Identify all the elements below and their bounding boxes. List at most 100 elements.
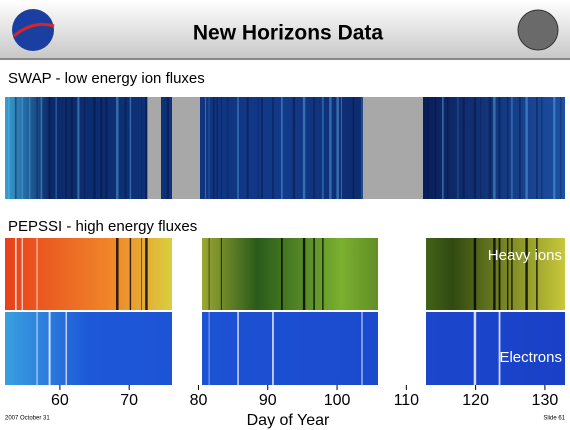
- heavy-stripe: [36, 238, 38, 310]
- heavy-stripe: [129, 238, 132, 310]
- swap-streak: [208, 97, 210, 199]
- data-gaps: [172, 238, 426, 385]
- swap-streak: [292, 97, 296, 199]
- swap-streak: [541, 97, 543, 199]
- swap-streak: [329, 97, 332, 199]
- mission-patch: [517, 9, 559, 51]
- x-tick-label: 70: [120, 392, 138, 409]
- heavy-stripe: [511, 238, 513, 310]
- x-tick-label: 100: [324, 392, 351, 409]
- swap-streak: [141, 97, 142, 199]
- spectrogram-stripes: [8, 97, 562, 385]
- electron-stripe: [361, 312, 363, 385]
- x-tick-label: 90: [259, 392, 277, 409]
- heavy-stripe: [281, 238, 283, 310]
- swap-streak: [205, 97, 207, 199]
- swap-streak: [124, 97, 127, 199]
- heavy-stripe: [208, 238, 210, 310]
- swap-streak: [281, 97, 283, 199]
- swap-streak: [100, 97, 103, 199]
- swap-streak: [84, 97, 86, 199]
- swap-streak: [220, 97, 222, 199]
- swap-streak: [116, 97, 119, 199]
- electron-stripe: [237, 312, 239, 385]
- swap-streak: [166, 97, 169, 199]
- swap-streak: [65, 97, 67, 199]
- track-label: Heavy ions: [488, 247, 562, 264]
- swap-streak: [105, 97, 108, 199]
- swap-streak: [507, 97, 509, 199]
- axis-label: Day of Year: [247, 412, 330, 429]
- heavy-stripe: [498, 238, 501, 310]
- heavy-stripe: [302, 238, 306, 310]
- swap-streak: [340, 97, 342, 199]
- electron-stripe: [65, 312, 67, 385]
- x-tick-label: 80: [190, 392, 208, 409]
- swap-streak: [457, 97, 459, 199]
- swap-streak: [518, 97, 521, 199]
- heavy-stripe: [14, 238, 17, 310]
- electron-spectrogram: [5, 312, 565, 385]
- swap-streak: [441, 97, 444, 199]
- swap-streak: [511, 97, 513, 199]
- swap-streak: [14, 97, 17, 199]
- swap-streak: [361, 97, 363, 199]
- swap-tick-row: [5, 199, 565, 207]
- footer-date: 2007 October 31: [5, 416, 50, 422]
- swap-streak: [313, 97, 315, 199]
- swap-streak: [29, 97, 31, 199]
- swap-streak: [40, 97, 43, 199]
- swap-streak: [560, 97, 562, 199]
- swap-streak: [8, 97, 10, 199]
- swap-streak: [145, 97, 148, 199]
- heavy-stripe: [145, 238, 148, 310]
- logo-swoosh: [13, 22, 55, 38]
- swap-streak: [260, 97, 263, 199]
- nasa-logo: [12, 9, 54, 51]
- swap-streak: [77, 97, 80, 199]
- heavy-stripe: [473, 238, 477, 310]
- swap-streak: [227, 97, 229, 199]
- swap-streak: [525, 97, 528, 199]
- electron-stripe: [48, 312, 51, 385]
- swap-streak: [480, 97, 482, 199]
- electron-stripe: [498, 312, 501, 385]
- swap-streak: [473, 97, 477, 199]
- heavy-stripe: [322, 238, 324, 310]
- swap-streak: [322, 97, 324, 199]
- x-tick-label: 110: [394, 392, 420, 409]
- heavy-stripe: [507, 238, 509, 310]
- swap-streak: [48, 97, 51, 199]
- heavy-stripe: [220, 238, 222, 310]
- heavy-stripe: [141, 238, 142, 310]
- swap-streak: [216, 97, 218, 199]
- swap-streak: [493, 97, 496, 199]
- swap-spectrogram: [5, 97, 565, 199]
- footer-slide: Slide 61: [543, 416, 565, 422]
- heavy-stripe: [21, 238, 23, 310]
- swap-streak: [246, 97, 249, 199]
- electron-stripe: [36, 312, 38, 385]
- heavy-ion-spectrogram: [5, 238, 565, 310]
- x-tick-label: 120: [462, 392, 489, 409]
- electron-stripe: [272, 312, 274, 385]
- swap-streak: [498, 97, 501, 199]
- swap-streak: [272, 97, 274, 199]
- swap-streak: [427, 97, 429, 199]
- x-tick-label: 60: [51, 392, 69, 409]
- electron-stripe: [208, 312, 210, 385]
- swap-streak: [488, 97, 492, 199]
- swap-streak: [462, 97, 465, 199]
- swap-streak: [70, 97, 74, 199]
- swap-streak: [213, 97, 215, 199]
- swap-streak: [352, 97, 355, 199]
- heavy-stripe: [116, 238, 119, 310]
- x-tick-label: 130: [532, 392, 559, 409]
- header-bar: [0, 0, 570, 58]
- swap-streak: [21, 97, 23, 199]
- heavy-stripe: [536, 238, 538, 310]
- swap-streak: [55, 97, 57, 199]
- swap-streak: [336, 97, 339, 199]
- swap-streak: [129, 97, 132, 199]
